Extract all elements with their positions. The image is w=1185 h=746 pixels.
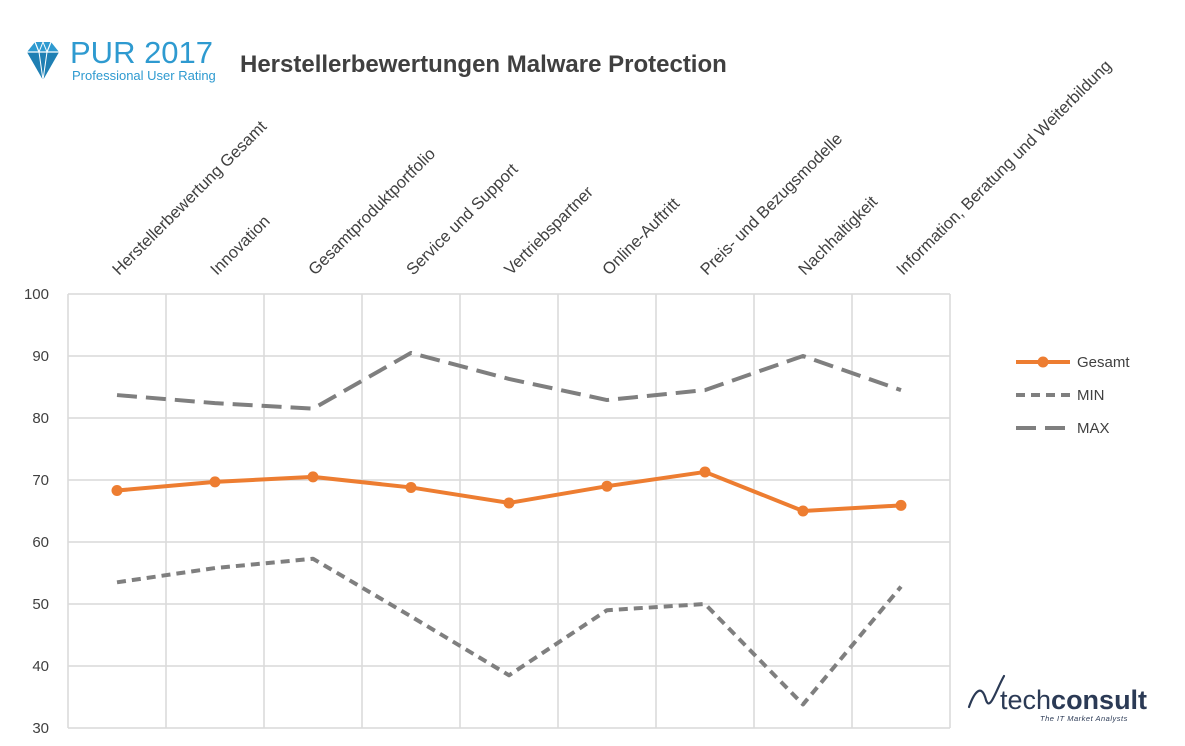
legend-marker: [1037, 356, 1049, 368]
techconsult-name-light: tech: [1000, 685, 1051, 715]
category-label: Herstellerbewertung Gesamt: [109, 117, 271, 279]
category-label: Nachhaltigkeit: [795, 193, 881, 279]
techconsult-swoosh-icon: [967, 674, 1006, 709]
logo-title: PUR 2017: [70, 35, 213, 70]
y-tick-label: 30: [32, 720, 49, 737]
gesamt-point: [601, 480, 613, 492]
gesamt-point: [503, 497, 515, 509]
gesamt-point: [111, 485, 123, 497]
y-tick-label: 40: [32, 658, 49, 675]
y-tick-label: 90: [32, 348, 49, 365]
y-tick-label: 60: [32, 534, 49, 551]
y-axis: 30 40 50 60 70 80 90 100: [24, 286, 49, 737]
gesamt-point: [797, 505, 809, 517]
gesamt-point: [209, 476, 221, 488]
techconsult-tagline: The IT Market Analysts: [1040, 714, 1128, 723]
y-tick-label: 80: [32, 410, 49, 427]
y-tick-label: 70: [32, 472, 49, 489]
category-label: Online-Auftritt: [599, 194, 683, 278]
gesamt-point: [307, 471, 319, 483]
svg-text:techconsult: techconsult: [1000, 685, 1147, 715]
gesamt-point: [699, 466, 711, 478]
grid: [67, 293, 951, 729]
logo-subtitle: Professional User Rating: [72, 68, 216, 83]
series-line-min: [116, 556, 903, 707]
category-label: Information, Beratung und Weiterbildung: [893, 57, 1115, 279]
pur-diamond-logo-icon: [27, 41, 59, 81]
legend-label-gesamt: Gesamt: [1077, 354, 1130, 371]
techconsult-logo: techconsult The IT Market Analysts: [967, 674, 1147, 723]
legend: Gesamt MIN MAX: [1016, 354, 1130, 437]
gesamt-point: [405, 481, 417, 493]
y-tick-label: 50: [32, 596, 49, 613]
pur-logo: PUR 2017 Professional User Rating: [27, 35, 216, 83]
chart-title: Herstellerbewertungen Malware Protection: [240, 51, 727, 78]
category-label: Innovation: [207, 212, 274, 279]
category-label: Vertriebspartner: [501, 183, 597, 279]
gesamt-point: [895, 499, 907, 511]
series-line-max: [116, 350, 902, 411]
series-layer: [111, 350, 907, 707]
techconsult-name-bold: consult: [1051, 685, 1147, 715]
category-label: Service und Support: [403, 160, 522, 279]
y-tick-label: 100: [24, 286, 49, 303]
legend-label-max: MAX: [1077, 420, 1110, 437]
legend-label-min: MIN: [1077, 387, 1105, 404]
